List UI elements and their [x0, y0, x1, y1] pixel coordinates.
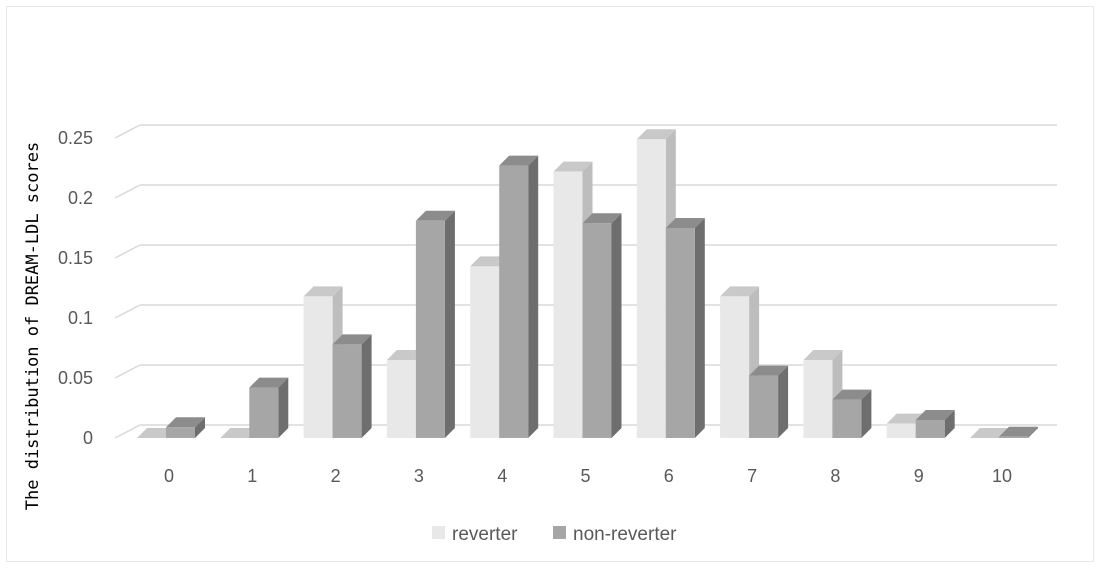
y-tick-label: 0.1 [68, 308, 93, 328]
gridline [114, 184, 1057, 199]
legend-swatch [432, 526, 445, 539]
bar-non-reverter [832, 389, 872, 438]
x-tick-label: 5 [580, 466, 590, 486]
bar-non-reverter [415, 210, 455, 438]
bar-reverter [303, 286, 343, 438]
legend-item: reverter [432, 524, 518, 545]
bar-non-reverter [999, 426, 1038, 438]
x-tick-labels: 0 1 2 3 4 5 6 7 8 9 10 [164, 466, 1012, 486]
bar-reverter [720, 286, 760, 438]
bar-non-reverter [915, 410, 955, 438]
bar-non-reverter [166, 417, 205, 438]
x-tick-label: 3 [414, 466, 424, 486]
y-tick-label: 0.2 [68, 188, 93, 208]
x-tick-label: 4 [497, 466, 507, 486]
legend-swatch [553, 526, 566, 539]
bar-reverter [970, 428, 1009, 438]
y-tick-labels: 0 0.05 0.1 0.15 0.2 0.25 [58, 128, 93, 448]
bar-non-reverter [332, 334, 372, 438]
x-tick-label: 8 [830, 466, 840, 486]
legend-item: non-reverter [553, 524, 677, 545]
x-tick-label: 6 [664, 466, 674, 486]
chart-frame [6, 6, 1094, 562]
x-tick-label: 0 [164, 466, 174, 486]
bars [137, 129, 1038, 438]
legend-label: non-reverter [573, 524, 677, 545]
legend: reverter non-reverter [432, 524, 677, 545]
x-tick-label: 1 [247, 466, 257, 486]
bar-non-reverter [665, 218, 705, 438]
x-tick-label: 10 [992, 466, 1012, 486]
bar-non-reverter [582, 213, 622, 438]
bar-non-reverter [249, 377, 289, 438]
legend-label: reverter [452, 524, 518, 545]
x-tick-label: 7 [747, 466, 757, 486]
gridline [114, 124, 1057, 139]
bar-reverter [636, 129, 676, 438]
y-tick-label: 0.15 [58, 248, 93, 268]
y-tick-label: 0.05 [58, 368, 93, 388]
bar-non-reverter [749, 365, 789, 438]
y-tick-label: 0.25 [58, 128, 93, 148]
x-tick-label: 9 [914, 466, 924, 486]
bar-non-reverter [499, 155, 539, 438]
y-tick-label: 0 [83, 428, 93, 448]
y-axis-label: The distribution of DREAM-LDL scores [23, 142, 43, 510]
x-tick-label: 2 [331, 466, 341, 486]
